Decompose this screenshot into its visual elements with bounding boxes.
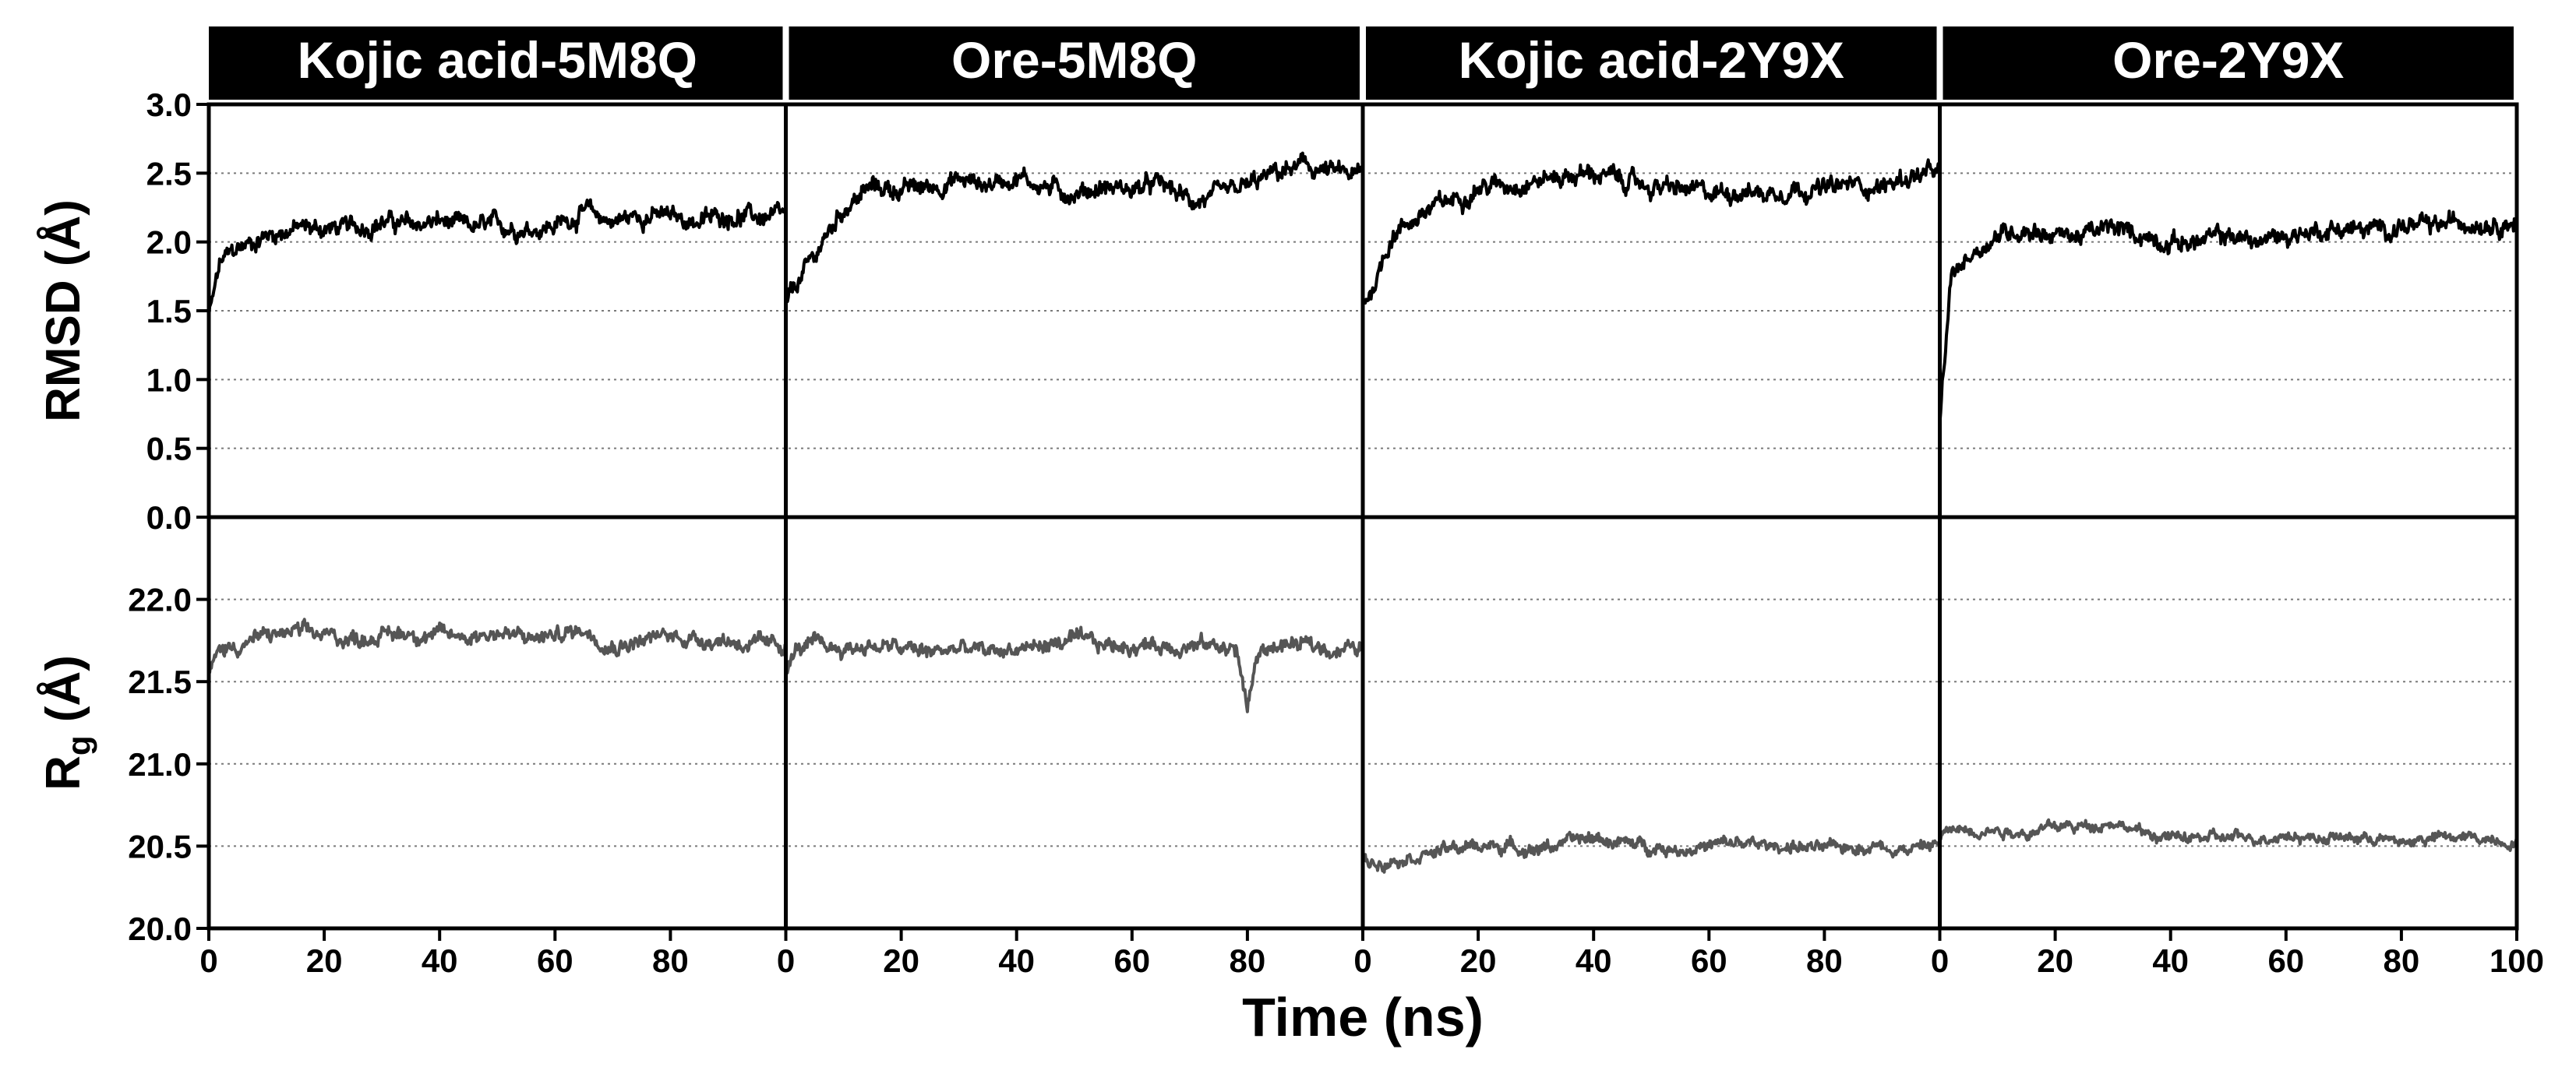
x-tick-label: 20 [306, 942, 343, 979]
x-tick-label: 0 [777, 942, 795, 979]
x-tick-label: 20 [1460, 942, 1497, 979]
y-axis-title-rmsd: RMSD (Å) [37, 199, 90, 422]
trace-rmsd-kojic-acid-5m8q [207, 198, 788, 319]
x-axis: 0 20 40 60 80 0 20 40 60 80 0 20 40 60 80 0 20 40 60 80 100 [199, 928, 2544, 979]
panel-header-kojic-acid-5m8q: Kojic acid-5M8Q [298, 31, 697, 89]
y-tick-label-rmsd-1-0: 1.0 [146, 361, 192, 398]
x-tick-label: 80 [2384, 942, 2420, 979]
x-tick-label: 60 [1691, 942, 1727, 979]
x-tick-label: 40 [422, 942, 458, 979]
y-tick-label-rmsd-0-5: 0.5 [146, 431, 192, 467]
panel-header-bar [1943, 26, 2514, 100]
y-axis-title-rg: Rg (Å) [37, 655, 97, 791]
y-axis-title-rg-subscript: g [61, 735, 97, 755]
trace-rmsd-ore-5m8q [785, 151, 1364, 304]
y-tick-label-rmsd-0-0: 0.0 [146, 499, 192, 536]
y-tick-label-rg-21-0: 21.0 [128, 746, 192, 783]
y-axis-title-rg-unit: (Å) [37, 655, 90, 735]
x-tick-label: 0 [1931, 942, 1949, 979]
x-tick-label: 60 [2267, 942, 2304, 979]
trace-rg-ore-5m8q [785, 625, 1364, 713]
y-tick-label-rg-21-5: 21.5 [128, 664, 192, 700]
panel-header-kojic-acid-2y9x: Kojic acid-2Y9X [1459, 31, 1844, 89]
x-tick-label: 60 [537, 942, 573, 979]
panel-header-bar [209, 26, 783, 100]
trace-rmsd-kojic-acid-2y9x [1361, 158, 1942, 307]
data-traces [207, 151, 2518, 874]
y-axes: 0.0 0.5 1.0 1.5 2.0 2.5 3.0 20.0 20.5 21.0 21.5 22.… [128, 86, 209, 947]
x-tick-label: 20 [2037, 942, 2073, 979]
x-tick-label: 40 [2152, 942, 2189, 979]
x-tick-label: 0 [1353, 942, 1371, 979]
trace-rg-ore-2y9x [1938, 818, 2518, 852]
axis-titles: Time (ns) RMSD (Å) Rg (Å) [37, 199, 1484, 1048]
x-tick-label: 80 [1806, 942, 1843, 979]
y-tick-label-rmsd-1-5: 1.5 [146, 293, 192, 329]
panel-header-ore-5m8q: Ore-5M8Q [951, 31, 1197, 89]
panel-header-bar [1366, 26, 1937, 100]
x-tick-label: 80 [652, 942, 689, 979]
x-tick-label: 40 [998, 942, 1035, 979]
y-tick-label-rg-22-0: 22.0 [128, 582, 192, 618]
x-tick-label: 60 [1113, 942, 1150, 979]
trace-rmsd-ore-2y9x [1938, 210, 2518, 424]
trace-rg-kojic-acid-5m8q [207, 618, 788, 674]
panel-header-ore-2y9x: Ore-2Y9X [2112, 31, 2344, 89]
trace-rg-kojic-acid-2y9x [1361, 830, 1942, 874]
y-tick-label-rmsd-2-5: 2.5 [146, 155, 192, 192]
x-tick-label: 40 [1576, 942, 1612, 979]
x-tick-label: 0 [199, 942, 217, 979]
y-tick-label-rg-20-0: 20.0 [128, 910, 192, 947]
x-tick-label: 100 [2490, 942, 2544, 979]
x-axis-title: Time (ns) [1242, 987, 1484, 1048]
y-tick-label-rg-20-5: 20.5 [128, 828, 192, 865]
x-tick-label: 80 [1230, 942, 1266, 979]
y-tick-label-rmsd-3-0: 3.0 [146, 86, 192, 123]
y-tick-label-rmsd-2-0: 2.0 [146, 224, 192, 261]
panel-headers: Kojic acid-5M8Q Ore-5M8Q Kojic acid-2Y9X Or… [209, 26, 2514, 100]
y-axis-title-rg-main: R [37, 755, 90, 791]
panel-header-bar [789, 26, 1360, 100]
x-tick-label: 20 [883, 942, 919, 979]
